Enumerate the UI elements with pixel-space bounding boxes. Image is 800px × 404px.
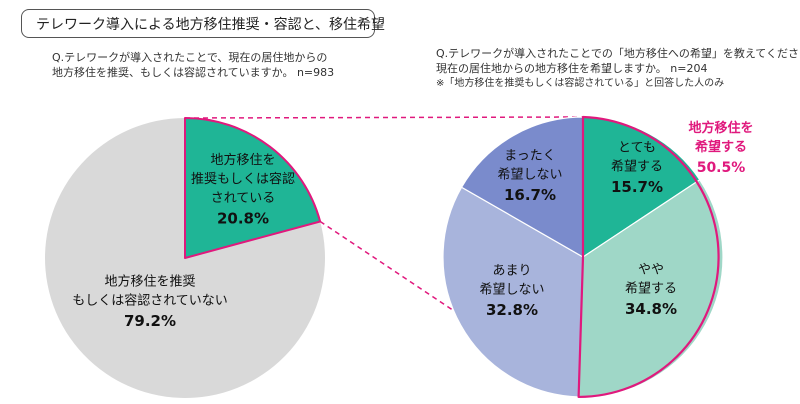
slice-label: 希望しない: [497, 167, 562, 183]
slice-label: もしくは容認されていない: [72, 293, 228, 309]
left-question-line1: Q.テレワークが導入されたことで、現在の居住地からの: [52, 51, 328, 64]
pie-slice-3: [442, 186, 584, 398]
slice-label: まったく: [504, 149, 555, 164]
connector-top: [184, 116, 584, 119]
slice-value-label: 32.8%: [486, 301, 538, 319]
slice-label: とても: [618, 141, 656, 156]
right-question: Q.テレワークが導入されたことでの「地方移住への希望」を教えてください。 現在の…: [436, 46, 800, 91]
right-question-line2: 現在の居住地からの地方移住を希望しますか。 n=204: [436, 62, 708, 75]
callout-line2: 希望する: [695, 139, 747, 155]
slice-label: やや: [638, 263, 664, 278]
pie-chart-left: 地方移住を推奨もしくは容認されている 20.8% 地方移住を推奨もしくは容認されてい…: [44, 117, 325, 398]
slice-label: あまり: [492, 264, 531, 279]
slice-value-label: 15.7%: [611, 178, 663, 196]
slice-label: 地方移住を推奨: [104, 274, 195, 290]
pie-chart-right: とても希望する15.7%やや希望する34.8%あまり希望しない32.8%まったく…: [442, 115, 724, 399]
slice-label: 希望する: [625, 281, 677, 297]
pie-slice-2: [577, 178, 724, 398]
slice-value-label: 34.8%: [625, 300, 677, 318]
right-question-note: ※「地方移住を推奨もしくは容認されている」と回答した人のみ: [436, 78, 725, 89]
callout-value: 50.5%: [697, 160, 746, 176]
left-question-line2: 地方移住を推奨、もしくは容認されていますか。 n=983: [52, 66, 335, 79]
slice-label: 地方移住を: [210, 152, 275, 168]
callout: 地方移住を 希望する 50.5%: [688, 120, 753, 176]
slice-value-label: 20.8%: [217, 209, 269, 227]
slice-label: されている: [211, 191, 276, 206]
left-question: Q.テレワークが導入されたことで、現在の居住地からの 地方移住を推奨、もしくは容…: [52, 50, 334, 80]
callout-line1: 地方移住を: [688, 120, 753, 136]
slice-label: 希望する: [611, 159, 663, 175]
hope-highlight-outline: [577, 115, 720, 399]
slice-value-label: 16.7%: [504, 186, 556, 204]
pie-slice-4: [460, 116, 584, 259]
slice-value-label: 79.2%: [124, 312, 176, 330]
chart-title: テレワーク導入による地方移住推奨・容認と、移住希望: [21, 9, 385, 38]
right-question-line1: Q.テレワークが導入されたことでの「地方移住への希望」を教えてください。: [436, 47, 800, 60]
pie-slice-recommended: [184, 117, 322, 259]
slice-label: 推奨もしくは容認: [191, 171, 295, 187]
slice-label: 希望しない: [479, 282, 544, 298]
